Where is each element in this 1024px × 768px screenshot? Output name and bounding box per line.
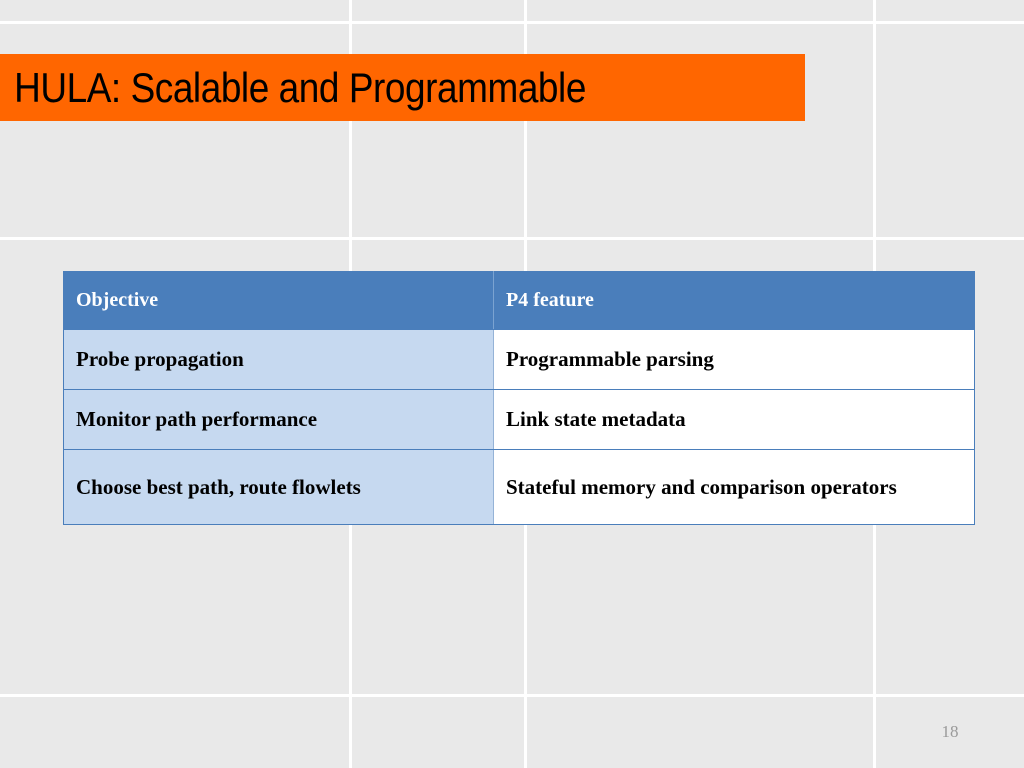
cell-objective: Choose best path, route flowlets	[63, 449, 494, 525]
cell-objective: Monitor path performance	[63, 389, 494, 450]
slide-title-banner: HULA: Scalable and Programmable	[0, 54, 805, 121]
background-grid-line-horizontal	[0, 237, 1024, 240]
background-grid-line-horizontal	[0, 694, 1024, 697]
page-title: HULA: Scalable and Programmable	[14, 63, 586, 111]
table-row: Choose best path, route flowlets Statefu…	[63, 449, 975, 525]
cell-p4-feature: Stateful memory and comparison operators	[493, 449, 975, 525]
column-header-p4-feature: P4 feature	[493, 271, 975, 330]
column-header-objective: Objective	[63, 271, 494, 330]
background-grid-line-horizontal	[0, 21, 1024, 24]
table-row: Monitor path performance Link state meta…	[63, 389, 975, 450]
page-number: 18	[941, 722, 959, 741]
objective-feature-table: Objective P4 feature Probe propagation P…	[63, 271, 975, 525]
cell-objective: Probe propagation	[63, 329, 494, 390]
table-row: Probe propagation Programmable parsing	[63, 329, 975, 390]
cell-p4-feature: Programmable parsing	[493, 329, 975, 390]
cell-p4-feature: Link state metadata	[493, 389, 975, 450]
table-header-row: Objective P4 feature	[63, 271, 975, 330]
